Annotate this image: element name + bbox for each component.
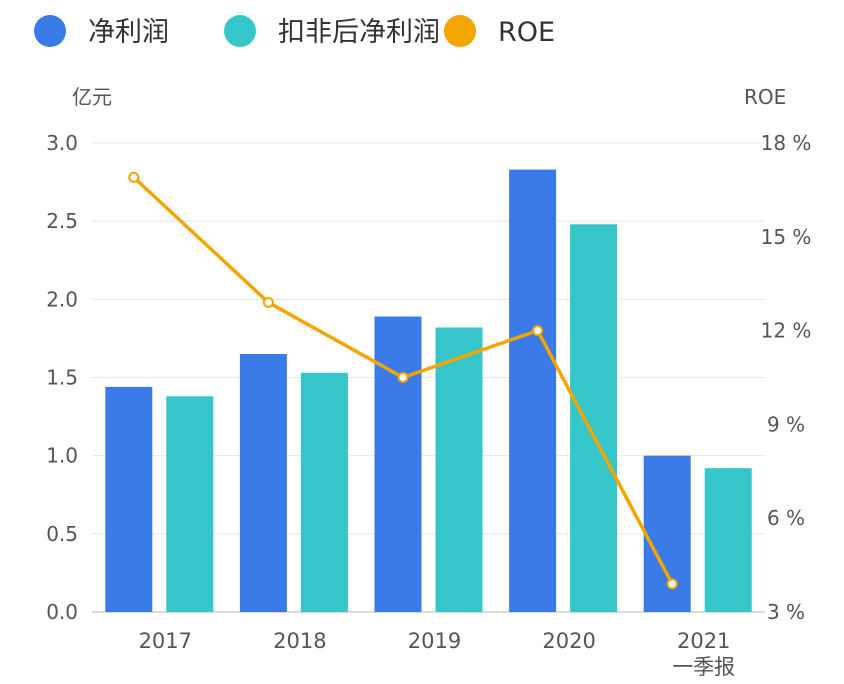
roe-line (128, 171, 678, 590)
legend-marker-0 (34, 15, 66, 47)
legend: 净利润 扣非后净利润 ROE (34, 15, 555, 48)
bar-1-3 (570, 224, 618, 612)
bars (105, 169, 752, 612)
left-tick-label: 0.5 (46, 522, 78, 546)
bar-0-4 (643, 455, 691, 612)
bar-1-4 (704, 468, 752, 612)
legend-marker-1 (224, 15, 256, 47)
category-label: 一季报 (672, 655, 735, 679)
legend-label-2: ROE (498, 17, 555, 48)
bar-0-2 (374, 316, 422, 612)
roe-point-1 (262, 296, 274, 308)
left-tick-label: 1.0 (46, 444, 78, 468)
legend-marker-2 (444, 15, 476, 47)
roe-point-2 (397, 372, 409, 383)
left-axis-label: 亿元 (72, 85, 112, 109)
category-label: 2020 (542, 629, 595, 653)
left-tick-label: 0.0 (46, 600, 78, 624)
right-tick-label: 9 % (767, 412, 805, 436)
roe-point-3 (532, 325, 544, 337)
left-tick-label: 1.5 (46, 366, 78, 390)
right-tick-label: 6 % (767, 506, 805, 530)
right-tick-label: 3 % (767, 600, 805, 624)
bar-1-2 (435, 327, 483, 612)
roe-point-4 (666, 578, 678, 590)
left-tick-label: 3.0 (46, 131, 78, 155)
bar-1-1 (300, 372, 348, 612)
right-tick-label: 12 % (761, 319, 812, 343)
left-tick-label: 2.0 (46, 287, 78, 311)
category-label: 2018 (273, 629, 326, 653)
legend-label-1: 扣非后净利润 (278, 17, 440, 48)
category-label: 2021 (677, 629, 730, 653)
right-axis-label: ROE (744, 85, 786, 109)
category-label: 2019 (408, 629, 461, 653)
right-axis-ticks: 3 % 6 % 9 % 12 % 15 % 18 % (761, 131, 812, 624)
right-tick-label: 18 % (761, 131, 812, 155)
left-tick-label: 2.5 (46, 209, 78, 233)
left-axis-ticks: 0.0 0.5 1.0 1.5 2.0 2.5 3.0 (46, 131, 78, 624)
bar-0-0 (105, 386, 153, 612)
category-label: 2017 (139, 629, 192, 653)
right-tick-label: 15 % (761, 225, 812, 249)
bar-0-1 (239, 354, 287, 612)
legend-label-0: 净利润 (88, 17, 169, 48)
bar-0-3 (509, 169, 557, 612)
bar-1-0 (166, 396, 214, 612)
roe-point-0 (128, 171, 140, 183)
